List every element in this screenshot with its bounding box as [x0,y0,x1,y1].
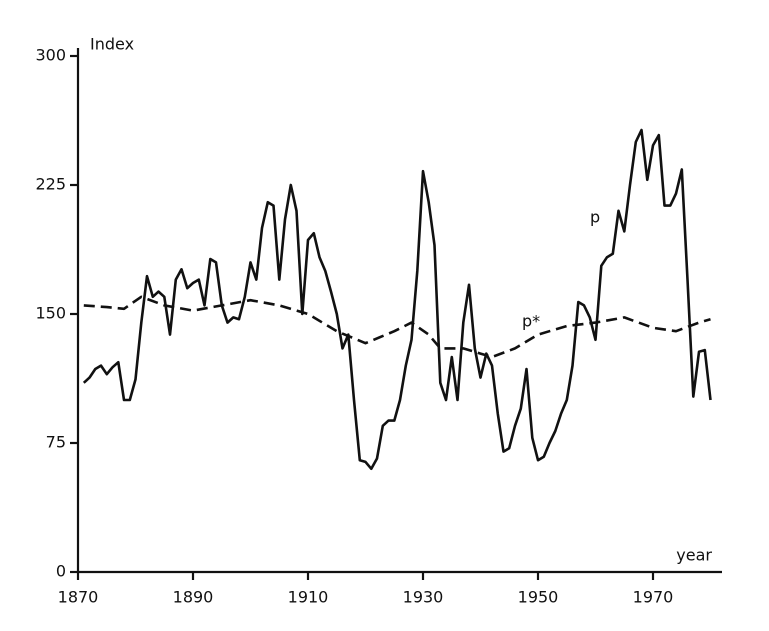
x-tick-label: 1890 [173,588,214,607]
x-tick-label: 1910 [288,588,329,607]
x-tick-label: 1870 [58,588,99,607]
series-label: p [590,208,600,227]
x-tick-label: 1970 [633,588,674,607]
line-series [82,128,712,471]
x-axis-label: year [676,546,712,565]
x-tick-label: 1950 [518,588,559,607]
x-tick-label: 1930 [403,588,444,607]
y-tick-label: 75 [46,433,66,452]
y-tick-label: 150 [35,304,66,323]
y-tick-label: 225 [35,175,66,194]
y-tick-label: 300 [35,46,66,65]
y-tick-label: 0 [56,562,66,581]
y-axis-label: Index [90,35,134,54]
series-label: p* [522,312,540,331]
line-series [83,295,711,359]
